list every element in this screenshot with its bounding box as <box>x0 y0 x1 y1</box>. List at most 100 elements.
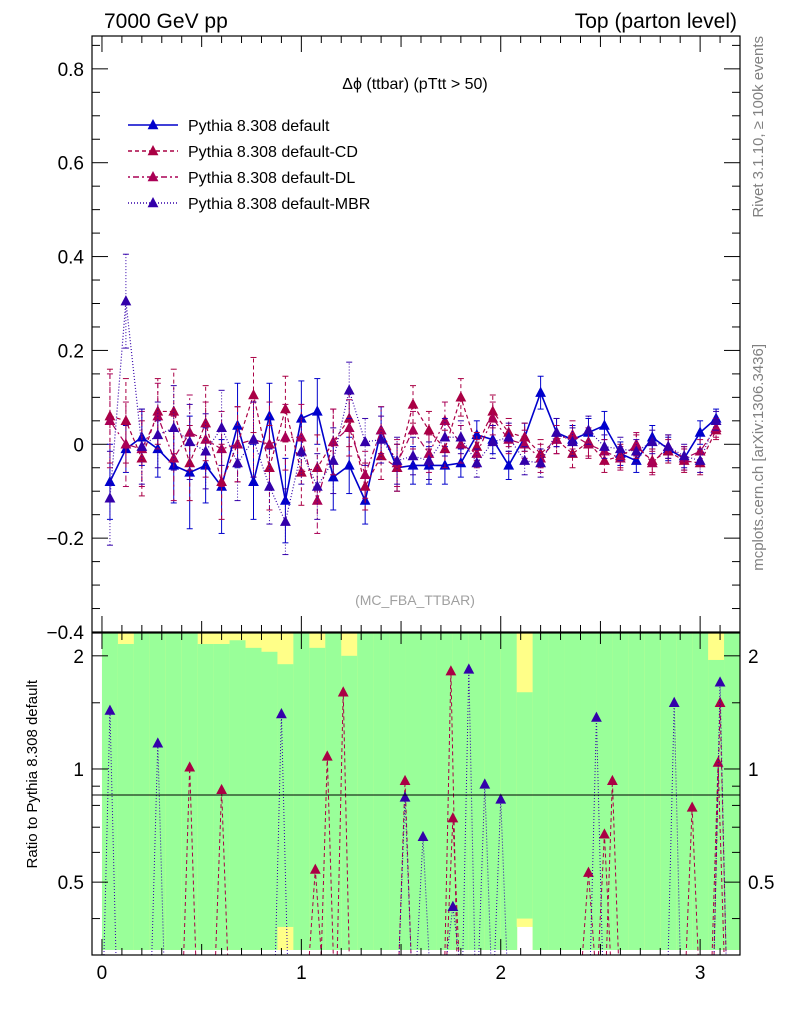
y-tick-label: −0.2 <box>46 529 84 550</box>
ratio-spike <box>416 836 430 956</box>
data-point <box>455 391 467 402</box>
ratio-y-tick-label-right: 1 <box>748 760 759 781</box>
data-point <box>327 435 339 447</box>
mcplots-label: mcplots.cern.ch [arXiv:1306.3436] <box>750 344 767 571</box>
ratio-y-tick-label-left: 0.5 <box>58 873 84 894</box>
legend-entry: Pythia 8.308 default-DL <box>128 170 355 187</box>
legend-marker <box>147 171 159 182</box>
ratio-point <box>686 801 698 812</box>
inner-band-bin <box>149 633 167 950</box>
data-point <box>280 431 291 442</box>
main-plot-panel: Δϕ (ttbar) (pTtt > 50) (MC_FBA_TTBAR) −0… <box>46 35 741 644</box>
inner-band-bin <box>309 647 326 950</box>
ratio-y-label: Ratio to Pythia 8.308 default <box>24 679 41 868</box>
data-point <box>599 419 610 430</box>
data-point <box>551 426 562 437</box>
ratio-point <box>417 830 429 842</box>
data-point <box>104 475 116 487</box>
inner-band-bin <box>117 644 135 950</box>
ratio-point <box>276 708 287 719</box>
x-tick-label: 3 <box>695 963 706 984</box>
data-point <box>487 412 499 423</box>
data-point <box>248 389 259 400</box>
data-point <box>184 426 196 437</box>
ratio-point <box>104 704 116 715</box>
inner-band-bin <box>548 633 566 950</box>
main-plot-title: Δϕ (ttbar) (pTtt > 50) <box>342 76 487 93</box>
data-point <box>359 468 371 479</box>
data-point <box>407 450 419 461</box>
data-point <box>311 494 323 505</box>
data-point <box>343 421 355 433</box>
legend-label: Pythia 8.308 default-CD <box>188 144 358 161</box>
ratio-point <box>591 711 602 722</box>
data-point <box>423 447 435 458</box>
data-point <box>184 435 196 447</box>
ratio-point <box>447 900 459 911</box>
ratio-y-tick-label-left: 2 <box>73 647 84 668</box>
ratio-point <box>447 812 459 823</box>
legend-marker <box>147 119 159 130</box>
data-point <box>519 454 531 465</box>
inner-band-bin <box>436 633 454 950</box>
ratio-point <box>668 696 680 707</box>
inner-band-bin <box>468 633 486 950</box>
data-point <box>295 431 307 442</box>
inner-band-bin <box>245 647 262 950</box>
legend-marker <box>147 197 159 208</box>
inner-band-bin <box>580 633 597 950</box>
data-point <box>503 459 515 470</box>
ratio-axis-ticks: 0.5 0.5 1 1 2 2 0 1 2 3 <box>58 633 774 984</box>
data-point <box>375 433 387 444</box>
data-point <box>200 445 212 456</box>
inner-band-bin <box>676 633 693 950</box>
analysis-label: (MC_FBA_TTBAR) <box>355 592 475 608</box>
ratio-spike <box>713 682 727 956</box>
data-point <box>694 426 706 437</box>
ratio-point <box>599 828 610 839</box>
data-point <box>439 431 451 442</box>
data-point <box>710 414 722 426</box>
inner-band-bin <box>293 633 310 950</box>
ratio-point <box>445 665 457 676</box>
data-point <box>311 405 323 416</box>
ratio-series-layer <box>103 663 727 956</box>
data-point <box>471 457 483 468</box>
inner-band-bin <box>660 633 677 950</box>
uncertainty-bands <box>101 633 741 950</box>
inner-band-bin <box>181 633 199 950</box>
data-point <box>375 450 387 461</box>
data-point <box>599 440 610 451</box>
rivet-label: Rivet 3.1.10, ≥ 100k events <box>750 36 767 218</box>
inner-band-bin <box>724 633 741 950</box>
data-point <box>311 480 323 491</box>
ratio-point <box>309 863 321 874</box>
inner-band-bin <box>628 633 645 950</box>
inner-band-bin <box>452 633 470 950</box>
ratio-plot-frame <box>91 632 741 956</box>
data-point <box>423 424 435 435</box>
data-point <box>343 459 355 470</box>
data-point <box>136 440 148 451</box>
ratio-point <box>184 761 196 772</box>
inner-band-bin <box>612 633 629 950</box>
ratio-point <box>152 737 164 748</box>
data-point <box>646 457 658 468</box>
data-point <box>519 438 531 449</box>
data-point <box>264 480 275 491</box>
legend-label: Pythia 8.308 default-MBR <box>188 196 370 213</box>
data-point <box>104 414 116 426</box>
inner-band-bin <box>277 664 294 927</box>
series-line <box>109 392 717 489</box>
x-tick-label: 0 <box>97 963 108 984</box>
inner-band-bin <box>357 633 374 950</box>
data-point <box>248 475 259 487</box>
data-point <box>487 435 499 447</box>
ratio-point <box>495 793 507 804</box>
data-point <box>551 433 562 444</box>
data-point <box>359 480 371 491</box>
data-point <box>280 515 291 526</box>
y-tick-label: 0.6 <box>58 154 84 175</box>
data-point <box>567 435 578 447</box>
